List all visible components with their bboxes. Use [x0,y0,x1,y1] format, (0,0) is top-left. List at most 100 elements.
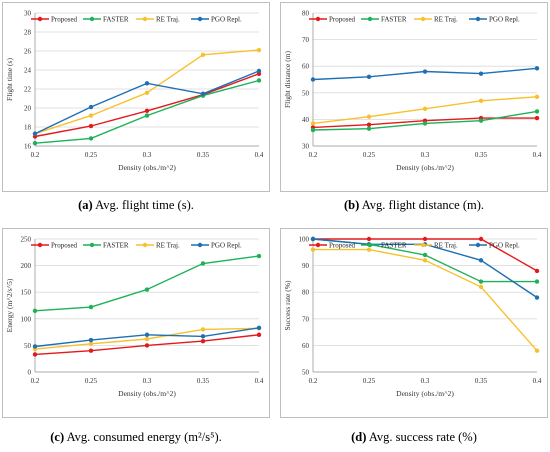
data-point-pgo-repl [534,66,540,71]
data-point-faster [422,121,428,126]
y-tick-label: 28 [24,29,32,37]
y-tick-label: 24 [24,67,32,75]
data-point-pgo-repl [32,344,38,349]
y-tick-label: 50 [24,342,32,350]
x-tick-label: 0.3 [421,377,430,385]
data-point-pgo-repl [32,131,38,136]
data-point-pgo-repl [200,91,206,96]
y-tick-label: 80 [302,289,310,297]
x-tick-label: 0.4 [533,151,542,159]
legend-label: FASTER [103,242,129,250]
x-tick-label: 0.3 [143,151,152,159]
y-tick-label: 100 [21,315,32,323]
data-point-faster [534,109,540,114]
x-tick-label: 0.2 [309,151,318,159]
data-point-proposed [88,123,94,129]
data-point-proposed [88,348,94,353]
y-tick-label: 20 [24,105,32,113]
data-point-re-traj [200,52,206,57]
legend-marker-re-traj [142,16,148,22]
x-tick-label: 0.35 [197,377,210,385]
data-point-re-traj [144,90,150,96]
data-point-faster [310,127,316,133]
data-point-re-traj [88,113,94,118]
legend-marker-pgo-repl [475,242,481,248]
x-tick-label: 0.2 [31,151,40,159]
legend-marker-proposed [37,16,43,22]
legend-marker-faster [89,242,95,248]
data-point-re-traj [144,336,150,342]
x-tick-label: 0.35 [197,151,210,159]
caption-flight-time: (a) Avg. flight time (s). [2,198,270,213]
data-point-re-traj [310,121,316,126]
data-point-pgo-repl [144,81,150,86]
y-tick-label: 250 [21,236,32,244]
data-point-re-traj [422,258,428,263]
y-tick-label: 22 [24,86,32,94]
x-tick-label: 0.4 [255,377,264,385]
caption-energy: (c) Avg. consumed energy (m²/s⁵). [2,430,270,445]
data-point-pgo-repl [88,104,94,110]
chart-energy: 0 50 100 150 200 250 0.2 0.25 0.3 0.35 0.4 Density … [2,228,270,418]
y-axis-label: Success rate (%) [283,280,292,330]
x-tick-label: 0.2 [309,377,318,385]
y-tick-label: 200 [21,262,32,270]
caption-text: Avg. consumed energy (m²/s⁵). [66,430,222,444]
data-point-pgo-repl [88,337,94,343]
legend-marker-re-traj [420,242,426,248]
data-point-pgo-repl [478,258,484,263]
series-line-pgo-repl [34,70,260,135]
data-point-re-traj [534,348,540,353]
x-tick-label: 0.25 [85,151,98,159]
data-point-pgo-repl [256,68,262,74]
x-axis-label: Density (obs./m^2) [396,163,454,172]
data-point-proposed [200,338,206,344]
caption-label: (c) [50,430,65,444]
x-tick-label: 0.2 [31,377,40,385]
x-axis-label: Density (obs./m^2) [118,389,176,398]
y-axis-label: Flight time (s) [5,58,14,101]
legend-marker-re-traj [420,16,426,22]
y-tick-label: 50 [302,89,310,97]
legend-marker-re-traj [142,242,148,248]
legend-marker-pgo-repl [197,242,203,248]
data-point-re-traj [88,341,94,347]
data-point-faster [32,140,38,146]
data-point-proposed [32,352,38,357]
data-point-pgo-repl [366,74,372,80]
data-point-faster [478,118,484,123]
data-point-faster [256,78,262,83]
data-point-re-traj [478,98,484,103]
chart-flight-time: 16 18 20 22 24 26 28 30 0.2 0.25 0.3 0.35 0.4 Density… [2,2,270,192]
legend-marker-pgo-repl [475,16,481,22]
data-point-pgo-repl [310,236,316,242]
legend-label: RE Traj. [156,242,180,250]
data-point-re-traj [256,47,262,53]
y-tick-label: 26 [24,48,32,56]
data-point-pgo-repl [256,325,262,331]
x-axis-label: Density (obs./m^2) [396,389,454,398]
y-tick-label: 70 [302,315,310,323]
x-tick-label: 0.3 [421,151,430,159]
data-point-faster [534,279,540,284]
y-axis-label: Energy (m^2/s^5) [5,278,14,332]
data-point-faster [200,261,206,266]
y-tick-label: 30 [302,143,310,151]
x-tick-label: 0.25 [85,377,98,385]
x-tick-label: 0.4 [255,151,264,159]
series-line-faster [34,255,260,312]
y-tick-label: 100 [299,236,310,244]
data-point-faster [366,126,372,131]
chart-svg: 30 40 50 60 70 80 0.2 0.25 0.3 0.35 0.4 Density (ob… [283,10,542,173]
x-tick-label: 0.3 [143,377,152,385]
chart-flight-distance: 30 40 50 60 70 80 0.2 0.25 0.3 0.35 0.4 Density (ob… [280,2,548,192]
x-tick-label: 0.35 [475,377,488,385]
legend-marker-proposed [315,242,321,248]
legend-label: FASTER [381,242,407,250]
data-point-proposed [534,268,540,274]
chart-svg: 0 50 100 150 200 250 0.2 0.25 0.3 0.35 0.4 Density … [5,236,264,399]
data-point-pgo-repl [534,295,540,300]
x-tick-label: 0.25 [363,151,376,159]
x-axis-label: Density (obs./m^2) [118,163,176,172]
y-tick-label: 0 [28,369,32,377]
